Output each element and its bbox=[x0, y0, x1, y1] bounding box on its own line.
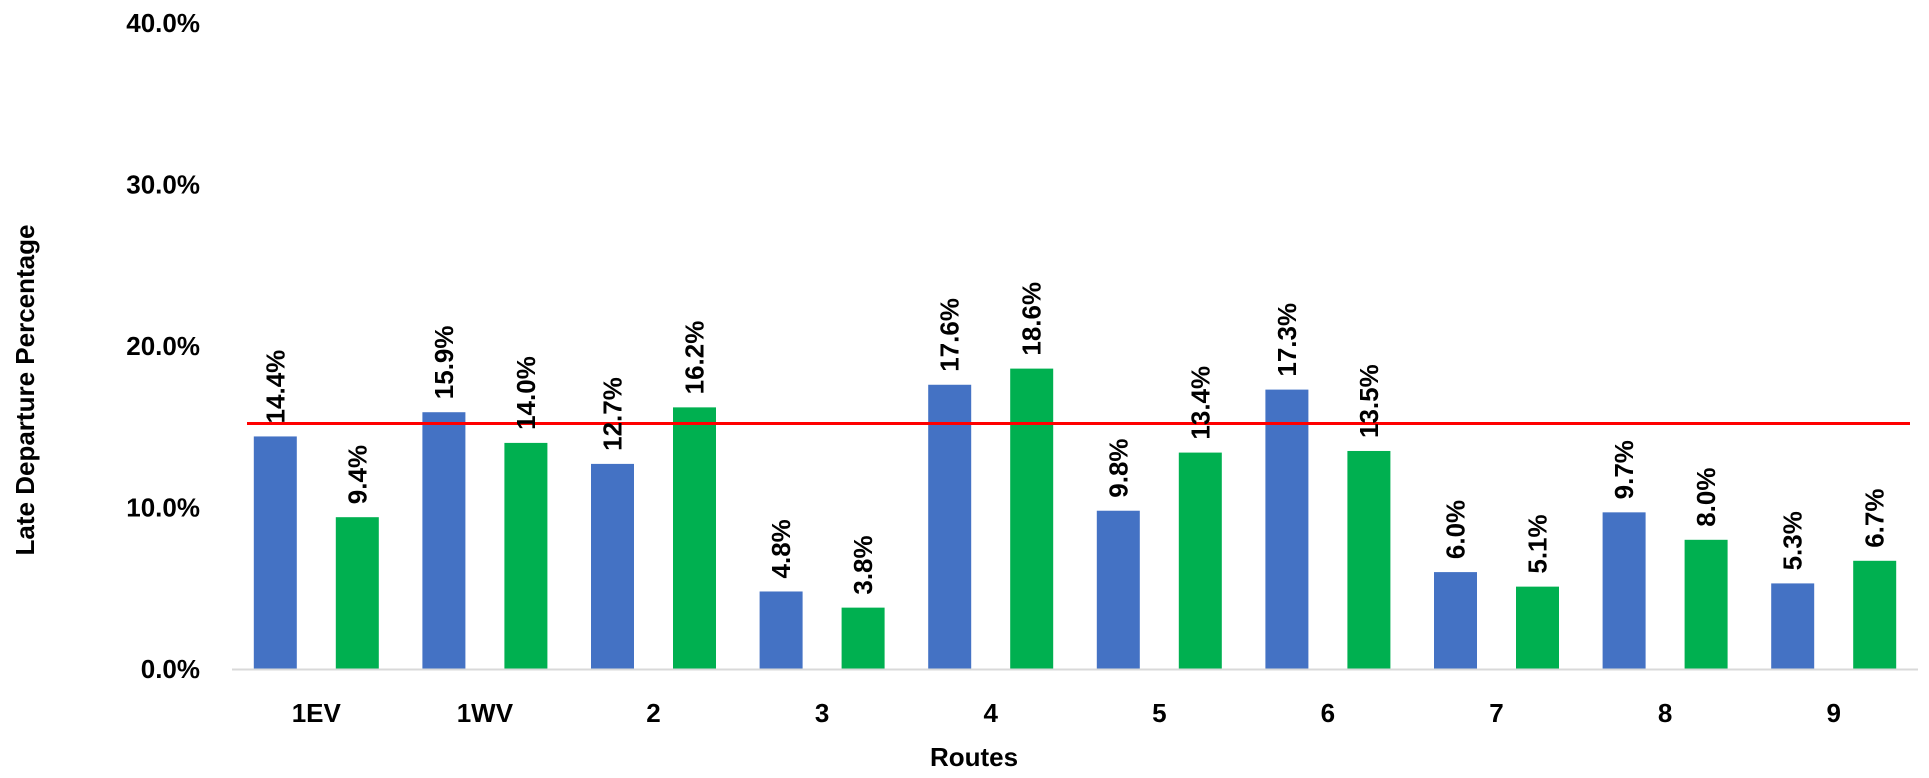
x-tick-label: 5 bbox=[1152, 698, 1166, 728]
x-tick-label: 6 bbox=[1321, 698, 1335, 728]
bar bbox=[422, 412, 466, 669]
bar bbox=[1010, 368, 1054, 669]
bar bbox=[1684, 539, 1728, 669]
data-label: 9.8% bbox=[1103, 438, 1133, 497]
x-tick-label: 4 bbox=[983, 698, 998, 728]
data-label: 18.6% bbox=[1017, 282, 1047, 356]
data-label: 6.7% bbox=[1860, 489, 1890, 548]
data-label: 5.3% bbox=[1778, 511, 1808, 570]
bar bbox=[1771, 583, 1815, 669]
x-tick-label: 1WV bbox=[457, 698, 514, 728]
bar bbox=[1347, 450, 1391, 669]
y-axis-title: Late Departure Percentage bbox=[10, 225, 40, 556]
data-label: 17.6% bbox=[935, 298, 965, 372]
bar-group bbox=[253, 368, 1897, 669]
data-label: 13.5% bbox=[1354, 364, 1384, 438]
bar bbox=[591, 463, 634, 669]
bar bbox=[841, 607, 885, 669]
y-tick-label: 30.0% bbox=[126, 170, 200, 200]
bar bbox=[1853, 560, 1897, 669]
data-label: 5.1% bbox=[1523, 514, 1553, 573]
y-axis-ticks: 0.0% 10.0% 20.0% 30.0% 40.0% bbox=[126, 8, 200, 684]
y-tick-label: 0.0% bbox=[141, 654, 200, 684]
y-tick-label: 40.0% bbox=[126, 8, 200, 38]
bar bbox=[1602, 512, 1646, 669]
x-tick-label: 7 bbox=[1489, 698, 1503, 728]
x-tick-label: 8 bbox=[1658, 698, 1672, 728]
bar bbox=[504, 442, 548, 669]
data-label: 16.2% bbox=[680, 321, 710, 395]
x-axis-title: Routes bbox=[930, 742, 1018, 772]
bar bbox=[1434, 572, 1477, 669]
y-tick-label: 10.0% bbox=[126, 493, 200, 523]
data-label: 9.4% bbox=[342, 445, 372, 504]
data-label: 4.8% bbox=[766, 519, 796, 578]
bar bbox=[1178, 452, 1222, 669]
x-tick-label: 2 bbox=[646, 698, 660, 728]
x-axis-category-labels: 1EV 1WV 2 3 4 5 6 7 8 9 bbox=[292, 698, 1841, 728]
x-tick-label: 1EV bbox=[292, 698, 342, 728]
data-label: 15.9% bbox=[429, 325, 459, 399]
data-label: 12.7% bbox=[598, 377, 628, 451]
bar bbox=[335, 517, 379, 669]
data-label: 3.8% bbox=[848, 535, 878, 594]
bar bbox=[928, 384, 972, 669]
data-label: 14.4% bbox=[260, 350, 290, 424]
data-label: 9.7% bbox=[1609, 440, 1639, 499]
bar bbox=[1096, 510, 1140, 669]
data-label: 8.0% bbox=[1691, 468, 1721, 527]
bar bbox=[759, 591, 803, 669]
bar bbox=[1516, 586, 1559, 669]
bar bbox=[253, 436, 297, 669]
bar bbox=[673, 407, 716, 669]
data-label: 14.0% bbox=[511, 356, 541, 430]
x-tick-label: 3 bbox=[815, 698, 829, 728]
data-label: 17.3% bbox=[1272, 303, 1302, 377]
data-labels: 14.4% 15.9% 12.7% 4.8% 17.6% 9.8% 17.3% 6.0% 9.7… bbox=[260, 282, 1889, 595]
bar bbox=[1265, 389, 1309, 669]
data-label: 6.0% bbox=[1441, 500, 1471, 559]
x-tick-label: 9 bbox=[1826, 698, 1840, 728]
data-label: 13.4% bbox=[1185, 366, 1215, 440]
y-tick-label: 20.0% bbox=[126, 331, 200, 361]
